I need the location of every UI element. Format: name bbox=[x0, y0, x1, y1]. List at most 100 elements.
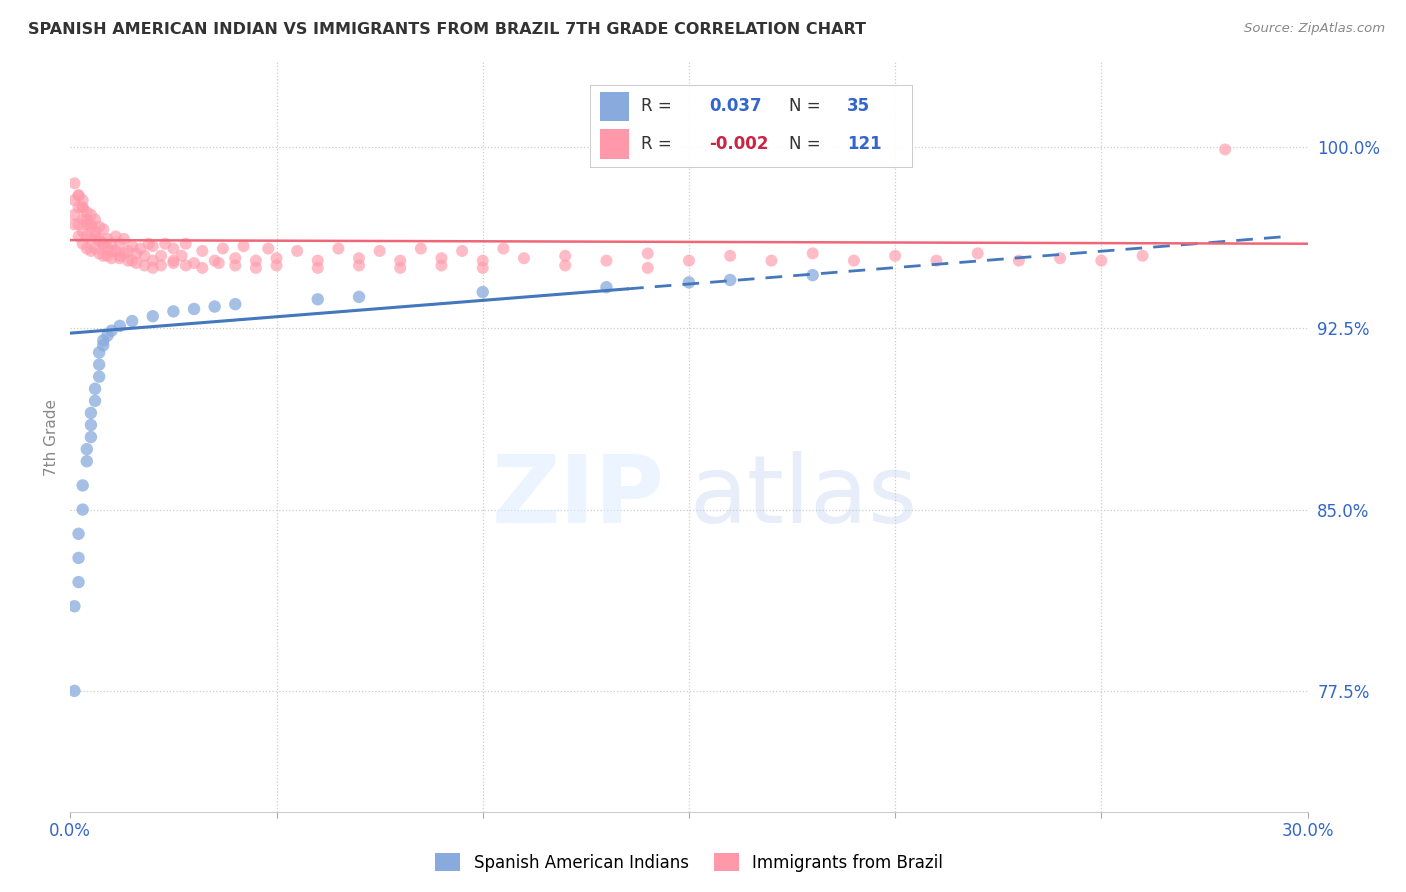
Point bbox=[84, 242, 107, 256]
Point bbox=[471, 260, 494, 275]
Point bbox=[347, 259, 370, 273]
Point bbox=[471, 285, 494, 299]
Point bbox=[884, 249, 907, 263]
Point bbox=[678, 253, 700, 268]
Point bbox=[117, 253, 139, 268]
Point bbox=[76, 454, 98, 468]
Point bbox=[142, 310, 165, 324]
Point bbox=[72, 201, 94, 215]
Point bbox=[1213, 143, 1236, 157]
Point bbox=[492, 242, 515, 256]
Point bbox=[67, 188, 90, 202]
Text: SPANISH AMERICAN INDIAN VS IMMIGRANTS FROM BRAZIL 7TH GRADE CORRELATION CHART: SPANISH AMERICAN INDIAN VS IMMIGRANTS FR… bbox=[28, 22, 866, 37]
Point bbox=[67, 575, 90, 590]
Point bbox=[1090, 253, 1112, 268]
Point bbox=[471, 253, 494, 268]
Point bbox=[718, 273, 741, 287]
Point bbox=[91, 249, 114, 263]
Point bbox=[174, 236, 197, 251]
Point bbox=[72, 212, 94, 227]
Point bbox=[134, 249, 156, 263]
Point bbox=[162, 253, 184, 268]
Point bbox=[212, 242, 235, 256]
Point bbox=[347, 290, 370, 304]
Point bbox=[174, 259, 197, 273]
Point bbox=[108, 251, 131, 265]
Point bbox=[80, 232, 103, 246]
Point bbox=[1049, 251, 1071, 265]
Point bbox=[307, 293, 329, 307]
Point bbox=[67, 218, 90, 232]
Point bbox=[266, 251, 288, 265]
Point bbox=[91, 222, 114, 236]
Point bbox=[129, 242, 152, 256]
Point bbox=[637, 260, 659, 275]
Point bbox=[191, 260, 214, 275]
Point bbox=[170, 249, 193, 263]
Point bbox=[63, 218, 86, 232]
Point bbox=[232, 239, 254, 253]
Point bbox=[80, 219, 103, 234]
Point bbox=[100, 251, 122, 265]
Point bbox=[307, 260, 329, 275]
Point bbox=[91, 236, 114, 251]
Point bbox=[84, 382, 107, 396]
Point bbox=[925, 253, 948, 268]
Point bbox=[67, 188, 90, 202]
Point bbox=[84, 229, 107, 244]
Point bbox=[89, 358, 111, 372]
Point bbox=[125, 246, 148, 260]
Point bbox=[134, 259, 156, 273]
Point bbox=[80, 208, 103, 222]
Point bbox=[451, 244, 474, 258]
Point bbox=[307, 253, 329, 268]
Point bbox=[224, 251, 246, 265]
Point bbox=[67, 229, 90, 244]
Point bbox=[91, 338, 114, 352]
Point bbox=[80, 244, 103, 258]
Point bbox=[801, 268, 824, 282]
Point bbox=[204, 253, 226, 268]
Point bbox=[121, 314, 143, 328]
Point bbox=[89, 369, 111, 384]
Point bbox=[96, 242, 118, 256]
Point bbox=[76, 205, 98, 219]
Point bbox=[112, 246, 135, 260]
Point bbox=[76, 212, 98, 227]
Point bbox=[245, 260, 267, 275]
Y-axis label: 7th Grade: 7th Grade bbox=[44, 399, 59, 475]
Point bbox=[162, 304, 184, 318]
Point bbox=[513, 251, 536, 265]
Point bbox=[108, 318, 131, 333]
Point bbox=[208, 256, 231, 270]
Point bbox=[104, 244, 127, 258]
Point bbox=[595, 253, 617, 268]
Point bbox=[91, 334, 114, 348]
Point bbox=[409, 242, 432, 256]
Point bbox=[108, 249, 131, 263]
Point bbox=[63, 208, 86, 222]
Point bbox=[142, 239, 165, 253]
Point bbox=[72, 478, 94, 492]
Point bbox=[125, 256, 148, 270]
Point bbox=[121, 253, 143, 268]
Point bbox=[104, 229, 127, 244]
Point bbox=[1008, 253, 1031, 268]
Point bbox=[389, 260, 412, 275]
Point bbox=[72, 236, 94, 251]
Point bbox=[224, 259, 246, 273]
Point bbox=[430, 259, 453, 273]
Point bbox=[67, 550, 90, 565]
Point bbox=[150, 249, 173, 263]
Point bbox=[89, 235, 111, 249]
Point bbox=[224, 297, 246, 311]
Point bbox=[100, 244, 122, 258]
Point bbox=[80, 417, 103, 432]
Text: ZIP: ZIP bbox=[491, 451, 664, 543]
Point bbox=[368, 244, 391, 258]
Point bbox=[162, 242, 184, 256]
Point bbox=[80, 218, 103, 232]
Point bbox=[150, 259, 173, 273]
Point bbox=[842, 253, 865, 268]
Point bbox=[80, 430, 103, 444]
